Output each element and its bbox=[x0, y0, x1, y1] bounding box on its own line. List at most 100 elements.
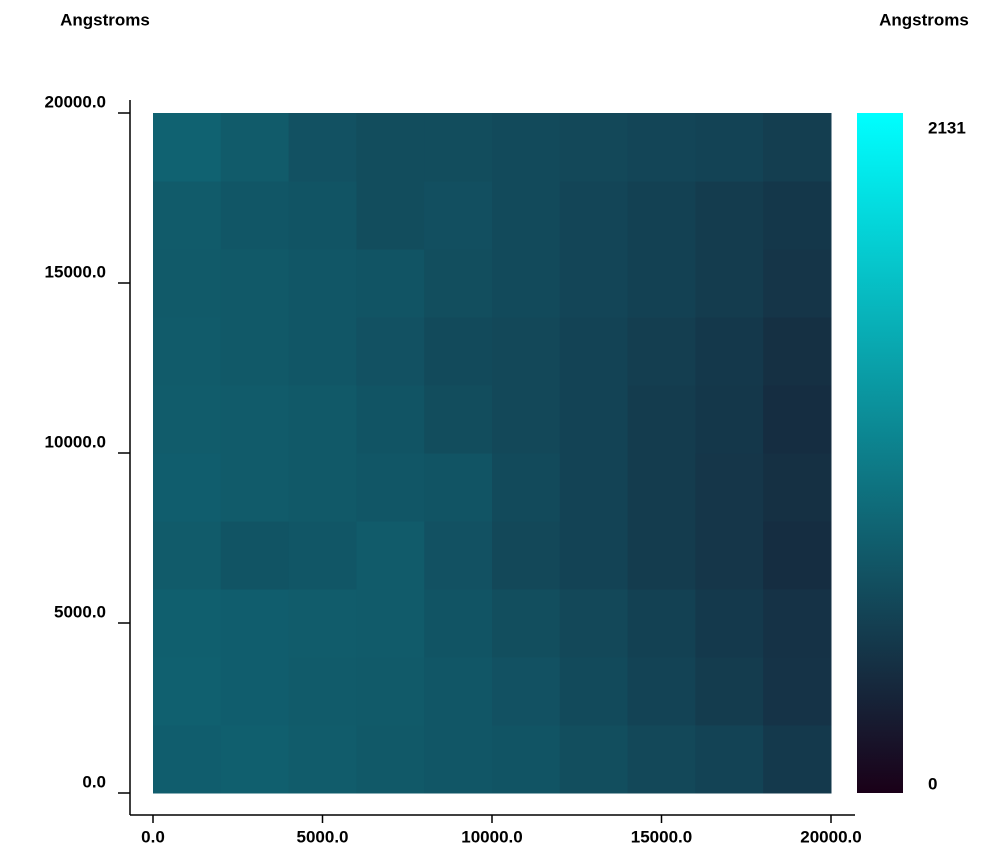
heatmap-cell bbox=[356, 385, 424, 454]
heatmap-cell bbox=[560, 589, 628, 658]
heatmap-cell bbox=[289, 521, 357, 590]
heatmap-cell bbox=[356, 521, 424, 590]
heatmap-cell bbox=[628, 725, 696, 794]
heatmap-cell bbox=[695, 453, 763, 522]
heatmap-cell bbox=[289, 725, 357, 794]
heatmap-cell bbox=[695, 657, 763, 726]
heatmap-cell bbox=[153, 249, 221, 318]
y-tick-label: 0.0 bbox=[82, 772, 106, 791]
heatmap-cell bbox=[695, 385, 763, 454]
y-tick-label: 15000.0 bbox=[45, 262, 106, 281]
heatmap-cell bbox=[763, 385, 831, 454]
heatmap-cell bbox=[424, 385, 492, 454]
x-tick-label: 15000.0 bbox=[631, 827, 692, 846]
x-tick-label: 10000.0 bbox=[461, 827, 522, 846]
heatmap-cell bbox=[695, 317, 763, 386]
heatmap-cell bbox=[628, 385, 696, 454]
heatmap-cell bbox=[221, 521, 289, 590]
heatmap-cell bbox=[153, 589, 221, 658]
x-tick-label: 5000.0 bbox=[297, 827, 349, 846]
heatmap-cell bbox=[492, 589, 560, 658]
heatmap-cell bbox=[560, 657, 628, 726]
heatmap-cell bbox=[695, 521, 763, 590]
heatmap-cell bbox=[221, 385, 289, 454]
heatmap-cell bbox=[356, 725, 424, 794]
heatmap-cell bbox=[289, 113, 357, 182]
x-tick-label: 0.0 bbox=[141, 827, 165, 846]
heatmap-cell bbox=[695, 589, 763, 658]
heatmap-cell bbox=[356, 317, 424, 386]
heatmap-cell bbox=[763, 113, 831, 182]
heatmap-cell bbox=[628, 113, 696, 182]
heatmap-cell bbox=[289, 453, 357, 522]
heatmap-cell bbox=[628, 317, 696, 386]
heatmap-cell bbox=[763, 521, 831, 590]
heatmap-cell bbox=[763, 725, 831, 794]
colorbar-unit: Angstroms bbox=[879, 10, 969, 29]
heatmap-cell bbox=[763, 249, 831, 318]
heatmap-cell bbox=[695, 249, 763, 318]
heatmap-cell bbox=[153, 657, 221, 726]
heatmap-cell bbox=[492, 385, 560, 454]
heatmap-cell bbox=[289, 249, 357, 318]
heatmap-cell bbox=[628, 453, 696, 522]
heatmap-cell bbox=[424, 725, 492, 794]
y-axis-unit: Angstroms bbox=[60, 10, 150, 29]
heatmap-cell bbox=[221, 317, 289, 386]
y-tick-label: 5000.0 bbox=[54, 602, 106, 621]
heatmap-cell bbox=[492, 113, 560, 182]
heatmap-cell bbox=[356, 249, 424, 318]
heatmap-cell bbox=[492, 181, 560, 250]
heatmap-cell bbox=[424, 249, 492, 318]
heatmap-cell bbox=[356, 589, 424, 658]
heatmap-cell bbox=[492, 521, 560, 590]
heatmap-cell bbox=[356, 113, 424, 182]
heatmap-cell bbox=[763, 181, 831, 250]
heatmap-cell bbox=[628, 657, 696, 726]
heatmap-cell bbox=[221, 657, 289, 726]
colorbar-tick-label: 2131 bbox=[928, 118, 966, 137]
chart: Angstroms Angstroms 0.0 5000.0 10000.0 1500… bbox=[0, 0, 996, 858]
heatmap-cell bbox=[221, 249, 289, 318]
heatmap-cell bbox=[221, 725, 289, 794]
heatmap-cell bbox=[763, 657, 831, 726]
x-tick-label: 20000.0 bbox=[800, 827, 861, 846]
y-tick-label: 20000.0 bbox=[45, 92, 106, 111]
heatmap-cell bbox=[424, 181, 492, 250]
heatmap-cell bbox=[695, 113, 763, 182]
heatmap-cell bbox=[763, 317, 831, 386]
heatmap-cell bbox=[560, 249, 628, 318]
heatmap-cell bbox=[628, 181, 696, 250]
heatmap-cell bbox=[153, 385, 221, 454]
heatmap-cell bbox=[221, 113, 289, 182]
heatmap-cell bbox=[153, 453, 221, 522]
heatmap-cell bbox=[153, 181, 221, 250]
heatmap-cell bbox=[424, 521, 492, 590]
heatmap-cell bbox=[560, 521, 628, 590]
heatmap-cell bbox=[153, 521, 221, 590]
heatmap-cell bbox=[221, 181, 289, 250]
heatmap-cell bbox=[221, 589, 289, 658]
heatmap-cell bbox=[424, 113, 492, 182]
heatmap-cell bbox=[289, 317, 357, 386]
heatmap-cell bbox=[560, 453, 628, 522]
heatmap-cell bbox=[560, 181, 628, 250]
heatmap-cell bbox=[356, 453, 424, 522]
heatmap-cell bbox=[628, 589, 696, 658]
heatmap-cell bbox=[424, 317, 492, 386]
heatmap-cell bbox=[424, 589, 492, 658]
heatmap-cell bbox=[560, 317, 628, 386]
heatmap-cell bbox=[492, 249, 560, 318]
heatmap-cell bbox=[153, 317, 221, 386]
colorbar bbox=[857, 113, 903, 793]
heatmap-cell bbox=[763, 589, 831, 658]
heatmap-cell bbox=[221, 453, 289, 522]
heatmap-cell bbox=[289, 657, 357, 726]
heatmap-cell bbox=[424, 453, 492, 522]
heatmap-cell bbox=[289, 181, 357, 250]
heatmap-cell bbox=[560, 385, 628, 454]
heatmap-cell bbox=[695, 181, 763, 250]
heatmap-cell bbox=[628, 249, 696, 318]
heatmap-cell bbox=[153, 725, 221, 794]
heatmap-cell bbox=[560, 113, 628, 182]
